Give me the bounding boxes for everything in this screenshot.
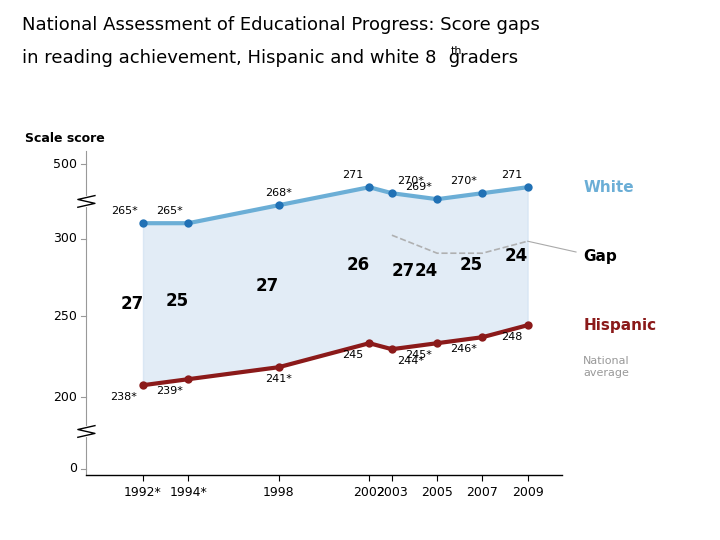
Text: 250: 250 — [53, 310, 77, 323]
Text: 245*: 245* — [405, 350, 431, 360]
Text: 244*: 244* — [397, 356, 425, 366]
Text: in reading achievement, Hispanic and white 8: in reading achievement, Hispanic and whi… — [22, 49, 436, 66]
Text: 0: 0 — [69, 462, 77, 475]
Text: Hispanic: Hispanic — [583, 318, 657, 333]
Text: 27: 27 — [392, 262, 415, 280]
Text: 25: 25 — [166, 292, 189, 310]
Text: 248: 248 — [500, 332, 522, 342]
Text: National
average: National average — [583, 356, 630, 377]
Text: Scale score: Scale score — [24, 132, 104, 145]
Text: 300: 300 — [53, 232, 77, 245]
Text: 27: 27 — [256, 277, 279, 295]
Text: graders: graders — [443, 49, 518, 66]
Text: th: th — [451, 46, 462, 56]
Text: 271: 271 — [343, 170, 364, 180]
Text: 271: 271 — [501, 170, 522, 180]
Text: 270*: 270* — [397, 176, 424, 186]
Text: 239*: 239* — [156, 386, 183, 396]
Text: 24: 24 — [505, 247, 528, 265]
Text: 265*: 265* — [111, 206, 138, 216]
Text: 241*: 241* — [265, 374, 292, 384]
Text: National Assessment of Educational Progress: Score gaps: National Assessment of Educational Progr… — [22, 16, 539, 34]
Text: 246*: 246* — [450, 344, 477, 354]
Text: 238*: 238* — [111, 392, 138, 402]
Text: 27: 27 — [120, 295, 143, 313]
Text: 270*: 270* — [450, 176, 477, 186]
Text: Gap: Gap — [583, 249, 617, 264]
Text: 269*: 269* — [405, 183, 431, 192]
Text: 500: 500 — [53, 158, 77, 171]
Text: 200: 200 — [53, 391, 77, 404]
Text: 25: 25 — [460, 256, 483, 274]
Text: 265*: 265* — [156, 206, 183, 216]
Text: 24: 24 — [415, 262, 438, 280]
Text: 26: 26 — [346, 256, 369, 274]
Text: 268*: 268* — [265, 188, 292, 198]
Text: White: White — [583, 180, 634, 195]
Text: 245: 245 — [343, 350, 364, 360]
